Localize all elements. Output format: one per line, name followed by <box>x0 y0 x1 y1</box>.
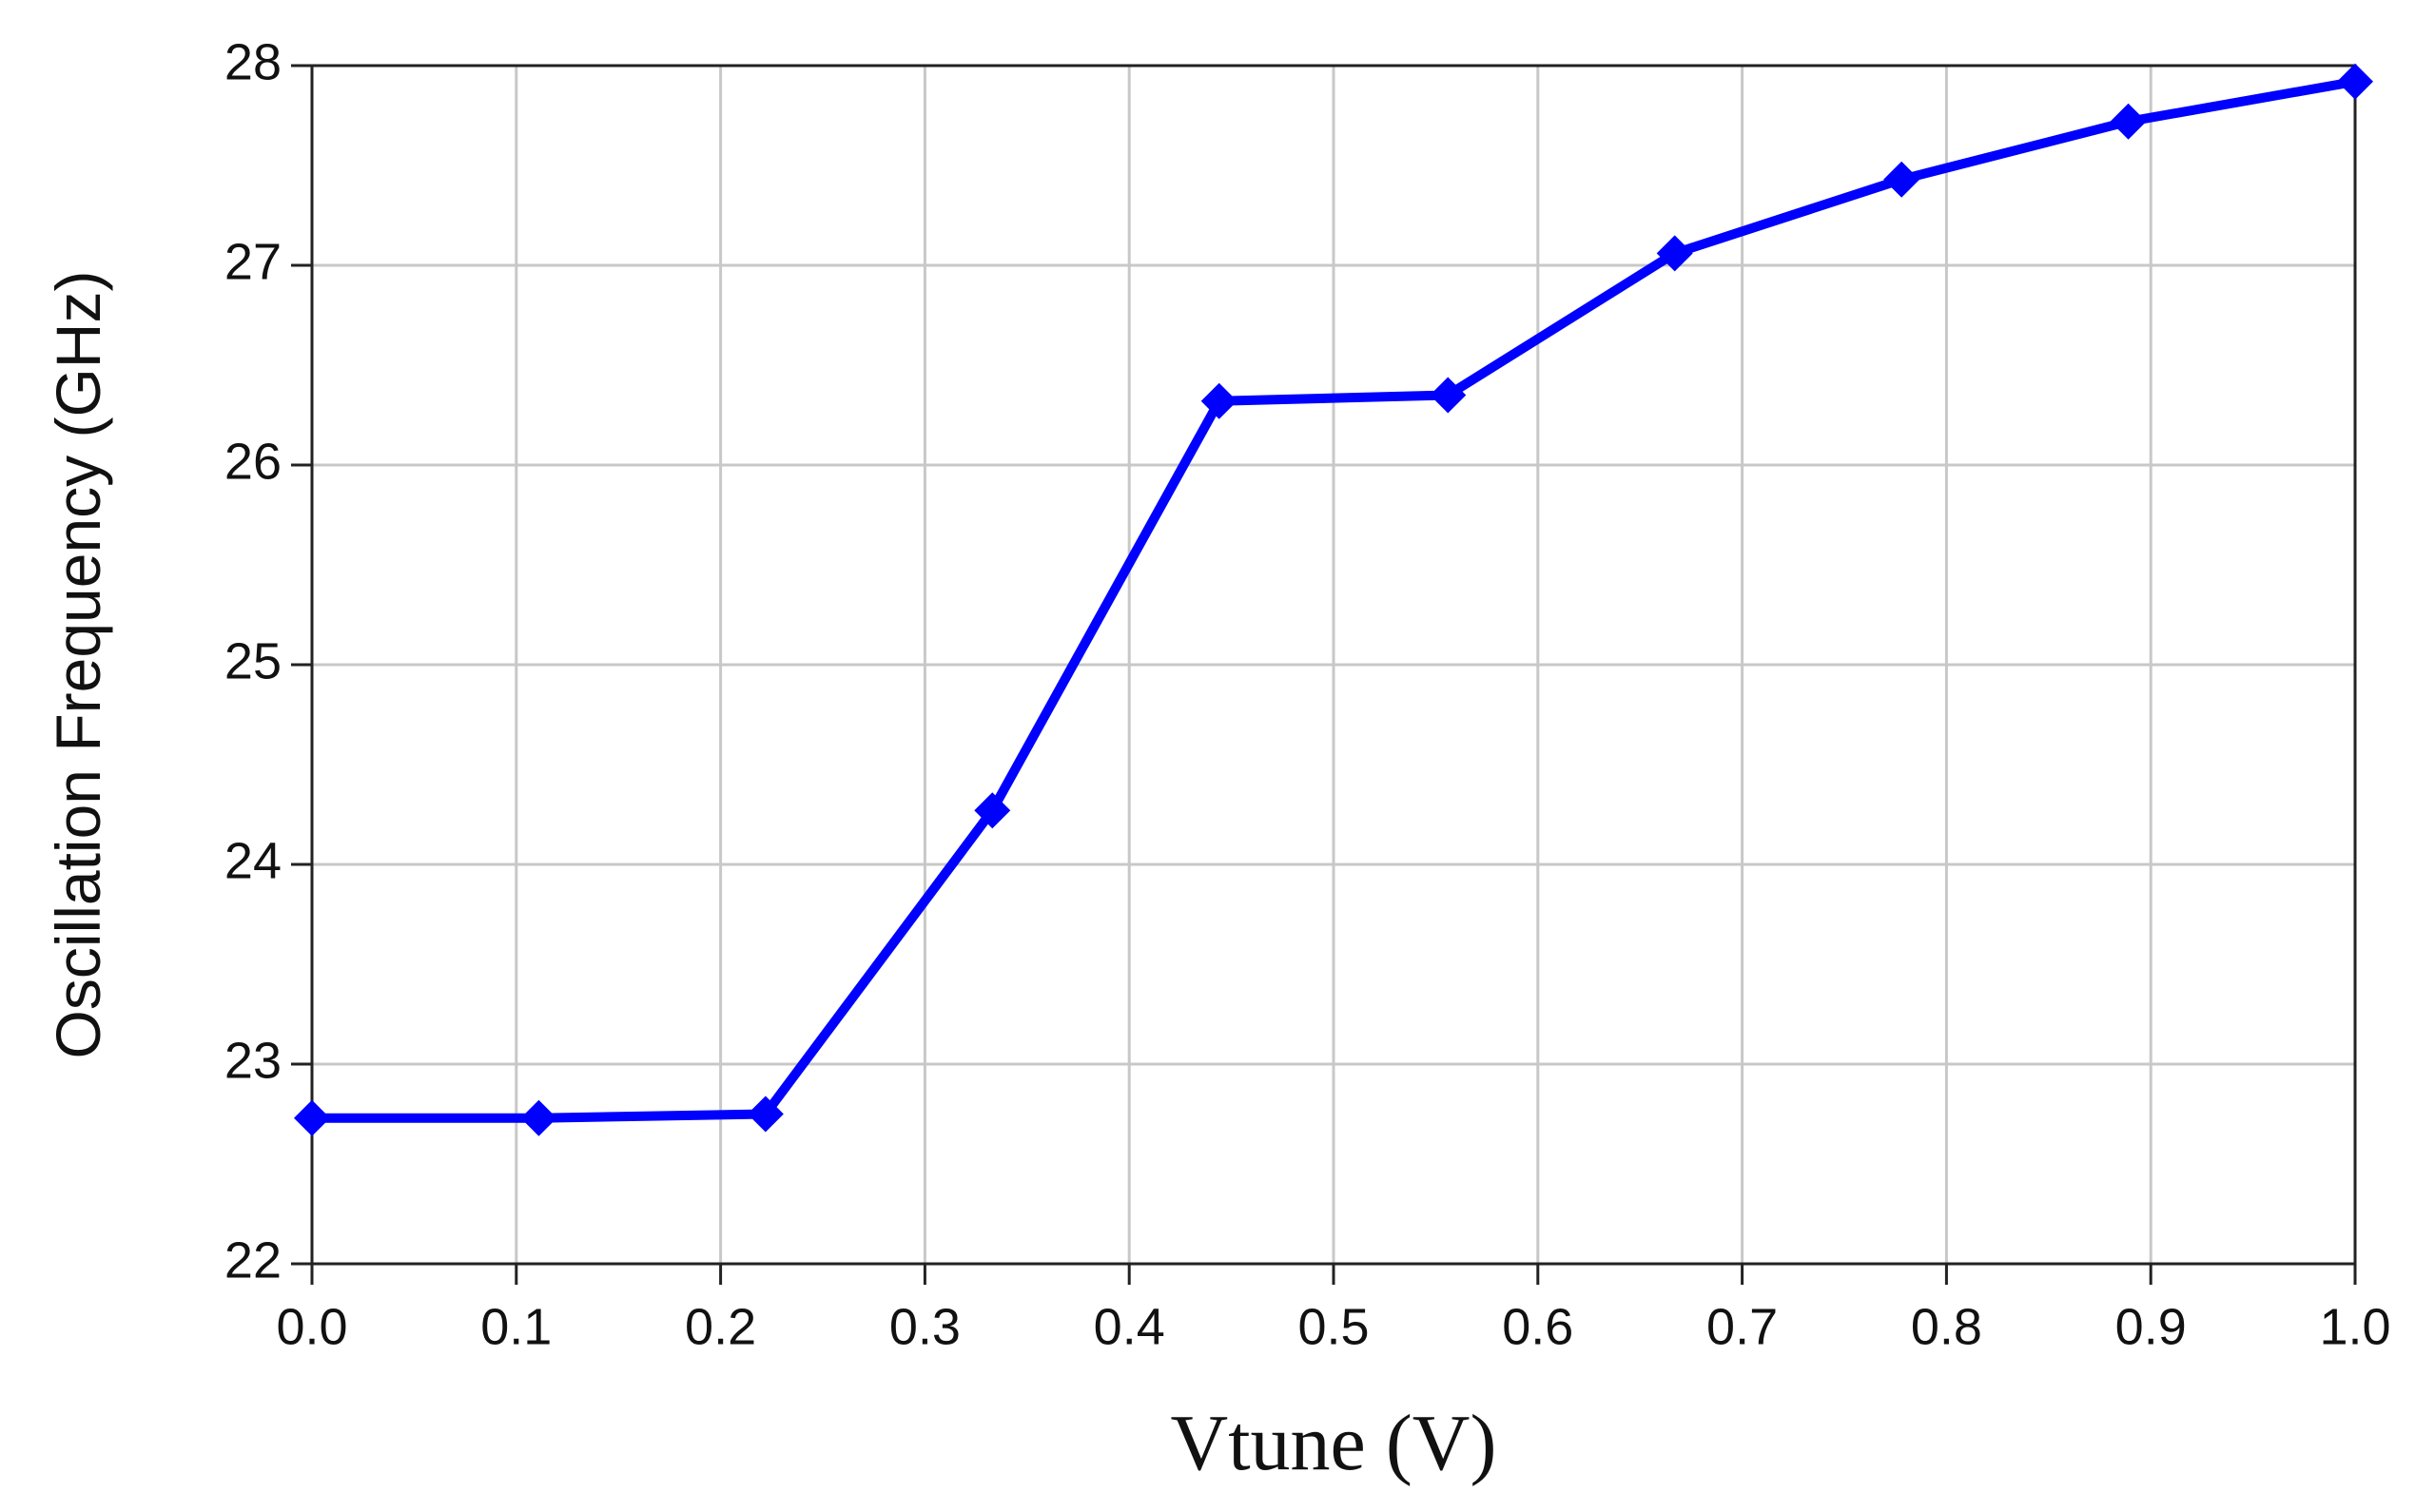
y-tick-label: 22 <box>224 1231 282 1289</box>
x-tick-label: 0.7 <box>1706 1298 1778 1355</box>
x-tick-label: 0.3 <box>889 1298 961 1355</box>
x-tick-label: 0.0 <box>276 1298 347 1355</box>
y-tick-label: 24 <box>224 832 282 889</box>
x-tick-label: 0.1 <box>480 1298 552 1355</box>
y-tick-label: 23 <box>224 1032 282 1089</box>
x-tick-label: 0.6 <box>1502 1298 1573 1355</box>
x-axis-label: Vtune (V) <box>1171 1399 1497 1487</box>
y-tick-label: 27 <box>224 233 282 290</box>
data-marker <box>1200 382 1237 419</box>
x-tick-label: 0.4 <box>1094 1298 1165 1355</box>
y-tick-label: 28 <box>224 33 282 90</box>
y-tick-label: 25 <box>224 632 282 689</box>
data-marker <box>1883 161 1920 198</box>
data-marker <box>520 1099 557 1136</box>
data-line <box>312 76 2356 1123</box>
x-tick-label: 0.8 <box>1911 1298 1982 1355</box>
data-marker <box>1430 377 1467 414</box>
data-marker <box>294 1099 330 1136</box>
x-tick-label: 0.2 <box>685 1298 756 1355</box>
data-marker <box>747 1095 784 1133</box>
x-tick-label: 0.9 <box>2115 1298 2187 1355</box>
x-tick-label: 0.5 <box>1297 1298 1369 1355</box>
data-marker <box>974 792 1011 829</box>
x-tick-label: 1.0 <box>2319 1298 2390 1355</box>
data-marker <box>2337 63 2373 100</box>
data-marker <box>2110 103 2147 140</box>
y-axis-label: Oscillation Frequency (GHz) <box>43 271 113 1059</box>
plot-frame <box>310 64 2357 1266</box>
y-tick-label: 26 <box>224 433 282 490</box>
data-marker <box>1656 235 1693 272</box>
